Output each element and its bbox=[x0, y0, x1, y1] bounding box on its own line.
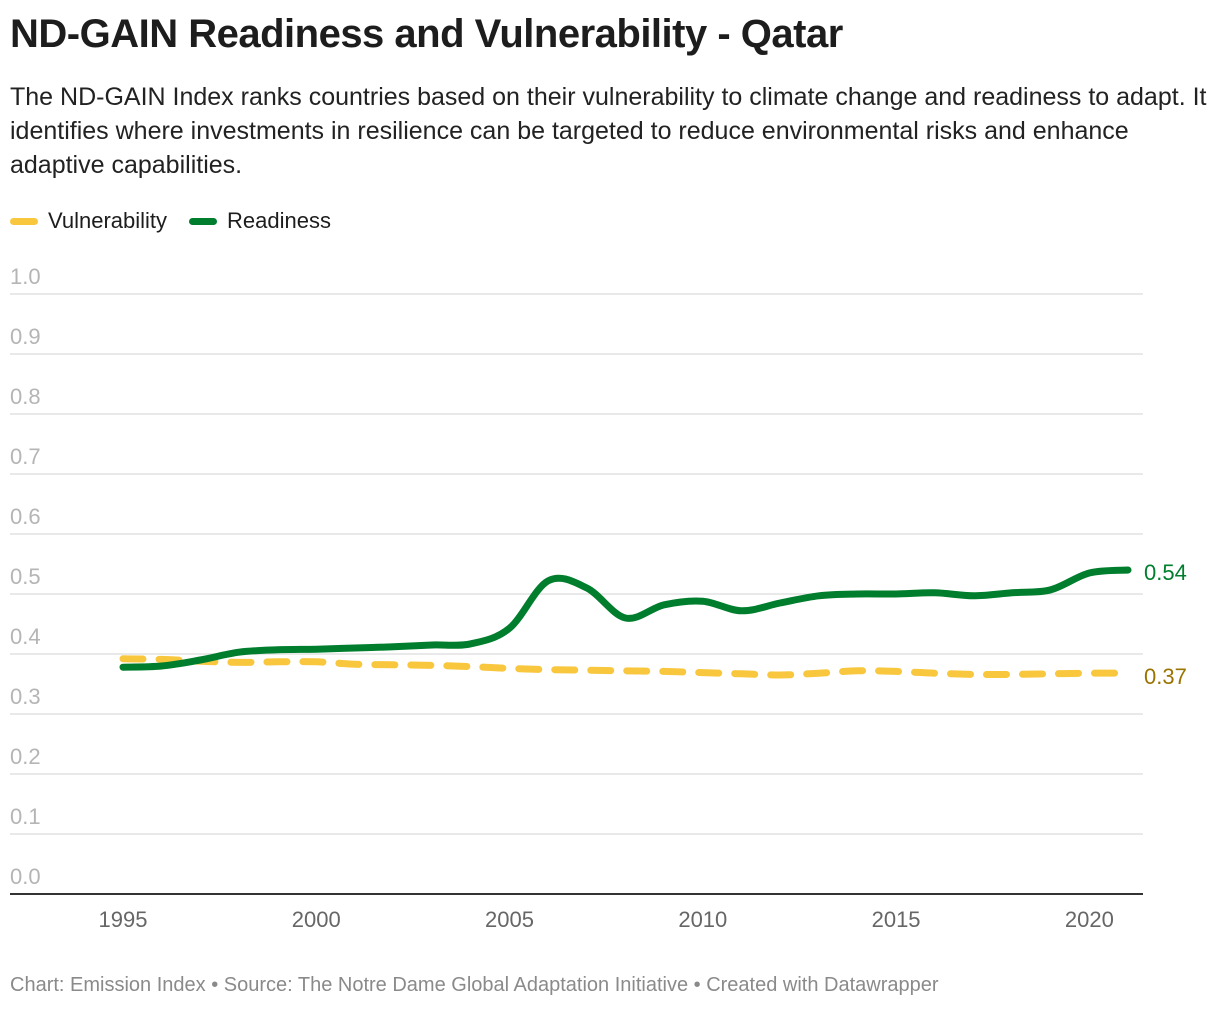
chart-footer: Chart: Emission Index • Source: The Notr… bbox=[10, 974, 939, 996]
y-tick-label: 0.8 bbox=[10, 384, 41, 409]
y-tick-label: 0.5 bbox=[10, 564, 41, 589]
legend-swatch bbox=[189, 217, 218, 225]
legend-label: Readiness bbox=[227, 208, 331, 233]
end-label-vulnerability: 0.37 bbox=[1144, 664, 1187, 689]
y-tick-label: 0.4 bbox=[10, 624, 41, 649]
chart-subtitle: The ND-GAIN Index ranks countries based … bbox=[10, 83, 1207, 179]
y-tick-label: 0.2 bbox=[10, 744, 41, 769]
x-tick-label: 2005 bbox=[485, 907, 534, 932]
y-tick-label: 0.0 bbox=[10, 864, 41, 889]
y-tick-label: 1.0 bbox=[10, 264, 41, 289]
x-tick-label: 1995 bbox=[99, 907, 148, 932]
x-tick-label: 2010 bbox=[678, 907, 727, 932]
chart-title: ND-GAIN Readiness and Vulnerability - Qa… bbox=[10, 12, 843, 56]
series-line-readiness bbox=[119, 566, 1132, 671]
x-tick-label: 2015 bbox=[872, 907, 921, 932]
x-tick-label: 2000 bbox=[292, 907, 341, 932]
legend-swatch bbox=[10, 217, 38, 225]
legend-item-readiness: Readiness bbox=[189, 208, 331, 234]
legend-item-vulnerability: Vulnerability bbox=[10, 208, 167, 234]
end-label-readiness: 0.54 bbox=[1144, 560, 1187, 585]
series-line-vulnerability bbox=[119, 655, 1132, 679]
y-tick-label: 0.3 bbox=[10, 684, 41, 709]
y-tick-label: 0.6 bbox=[10, 504, 41, 529]
legend-label: Vulnerability bbox=[48, 208, 168, 233]
y-tick-label: 0.7 bbox=[10, 444, 41, 469]
y-tick-label: 0.9 bbox=[10, 324, 41, 349]
y-tick-label: 0.1 bbox=[10, 804, 41, 829]
legend: Vulnerability Readiness bbox=[10, 208, 331, 234]
x-tick-label: 2020 bbox=[1065, 907, 1114, 932]
